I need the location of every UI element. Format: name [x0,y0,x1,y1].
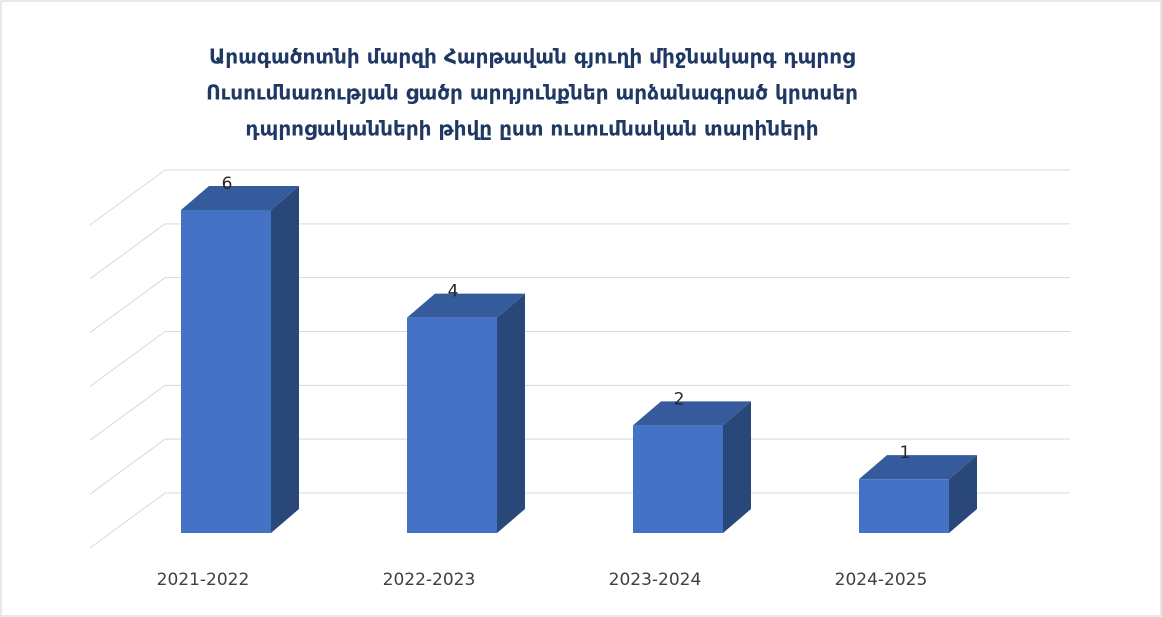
bar [633,425,723,533]
grid-line [89,169,166,226]
bar-side [723,401,751,533]
bar-side [949,455,977,533]
bar [859,479,949,533]
x-tick-label: 2021-2022 [157,570,250,590]
x-tick-label: 2024-2025 [835,570,928,590]
grid-line [89,384,166,441]
grid-line [89,277,166,334]
grid-line [89,492,166,549]
value-label: 1 [900,443,911,463]
x-tick-label: 2023-2024 [609,570,702,590]
bar-top [859,455,977,480]
bar-top [181,186,299,210]
x-tick-label: 2022-2023 [383,570,476,590]
bar-side [497,293,525,533]
grid-line [89,438,166,495]
chart-title: Արագածոտնի մարզի Հարթավան գյուղի միջնակա… [209,45,855,69]
bar-top [407,293,525,318]
bar-side [271,186,299,533]
grid-line [89,223,166,280]
value-label: 4 [448,282,459,302]
value-label: 2 [674,389,685,409]
bar-top [633,401,751,426]
value-label: 6 [222,174,233,194]
bar [407,317,497,533]
chart-title: դպրոցականների թիվը ըստ ուսումնական տարին… [245,117,818,141]
chart-title: Ուսումնառության ցածր արդյունքներ արձանագ… [206,81,858,105]
bar [181,210,271,533]
grid-line [89,331,166,387]
